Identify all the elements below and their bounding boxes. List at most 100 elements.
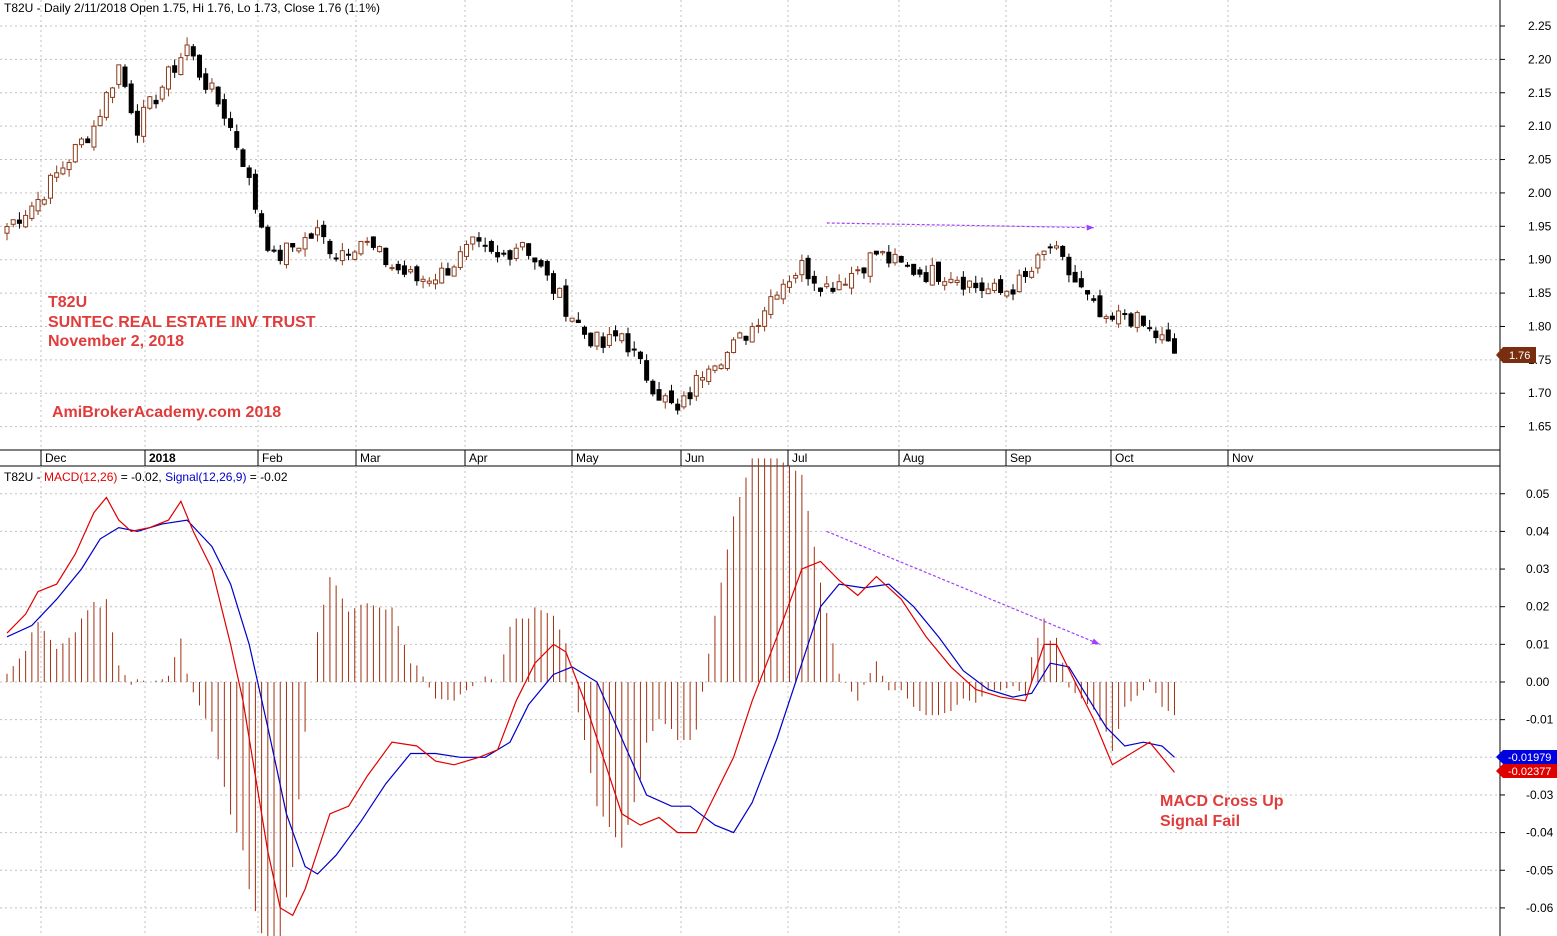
candle-body [973,282,979,289]
candle-body [66,162,72,171]
price-panel: 2.25 2.20 2.15 2.10 2.05 2.00 1.95 1.90 1.85 1.80… [0,0,1552,466]
price-y-tick-label: 2.15 [1528,86,1552,100]
candle-body [451,266,457,277]
candle-body [880,251,886,254]
candle-body [265,226,271,251]
candle-body [519,242,525,248]
candle-body [1122,313,1128,316]
macd-value-tag-text: -0.02377 [1508,766,1551,778]
price-arrow-head [1086,224,1094,231]
price-y-tick-label: 1.95 [1528,219,1552,233]
price-y-tick-label: 2.00 [1528,186,1552,200]
annotation-symbol: T82U [48,294,87,311]
price-header: T82U - Daily 2/11/2018 Open 1.75, Hi 1.7… [4,1,380,15]
candle-body [35,198,41,212]
candle-body [395,263,401,271]
candle-body [1047,246,1053,249]
candle-body [1116,310,1122,325]
macd-y-tick-label: 0.05 [1526,487,1550,501]
candle-body [1010,289,1016,295]
candle-body [165,66,171,90]
candle-body [252,173,258,210]
candle-body [923,272,929,283]
price-x-tick-label: May [576,451,599,465]
candle-body [1128,313,1134,327]
candle-body [1085,290,1091,295]
candle-body [23,214,29,228]
price-x-tick-label: Nov [1232,451,1253,465]
candle-body [327,240,333,255]
candle-body [849,272,855,289]
candle-body [749,326,755,343]
macd-trend-arrow [826,530,1101,645]
macd-panel: 0.050.040.030.020.010.00-0.01-0.02-0.03-… [0,458,1554,936]
macd-value-tag: -0.02377 [1496,764,1557,778]
candle-body [1165,329,1171,342]
price-x-tick-label: Aug [903,451,924,465]
candle-body [892,253,898,264]
candle-body [97,115,103,127]
macd-header-signal-value: = -0.02 [246,470,287,484]
candle-body [998,279,1004,294]
annotation-macd-cross: MACD Cross Up [1160,793,1284,810]
annotation-signal-fail: Signal Fail [1160,813,1240,830]
candle-body [830,287,836,292]
candle-body [700,377,706,381]
price-x-tick-label: Jul [792,451,807,465]
candle-body [234,131,240,148]
candle-body [79,138,85,146]
candle-body [1004,290,1010,297]
candle-body [364,240,370,243]
price-header-symbol: T82U [4,1,33,15]
macd-y-tick-label: 0.03 [1526,562,1550,576]
candle-body [544,260,550,276]
macd-y-tick-label: 0.04 [1526,524,1550,538]
price-x-tick-label: Jun [685,451,704,465]
candle-body [724,351,730,370]
price-y-tick-label: 1.85 [1528,286,1552,300]
last-price-tag-text: 1.76 [1509,350,1530,362]
candle-body [54,172,60,178]
price-trend-arrow [826,222,1094,231]
candle-body [240,149,246,167]
candle-body [656,389,662,401]
candle-body [383,247,389,266]
candle-body [495,252,501,258]
candle-body [1159,334,1165,341]
candle-body [644,360,650,381]
candle-body [1171,338,1177,354]
price-x-tick-label: 2018 [149,451,176,465]
price-y-tick-label: 2.25 [1528,19,1552,33]
candle-body [122,66,128,87]
candle-body [1109,315,1115,320]
candle-body [1153,330,1159,339]
candle-body [1078,278,1084,288]
candle-body [1016,274,1022,293]
candle-body [532,257,538,263]
macd-y-tick-label: -0.06 [1526,901,1554,915]
candle-body [575,319,581,324]
candle-body [755,324,761,327]
candle-body [501,252,507,255]
candle-body [1134,312,1140,328]
candle-body [1041,250,1047,256]
candle-body [811,275,817,284]
candle-body [942,281,948,286]
candle-body [979,282,985,292]
candle-body [116,64,122,85]
candle-body [333,257,339,260]
macd-header-sep: - [33,470,44,484]
candle-body [190,46,196,57]
candle-body [321,224,327,238]
macd-header-signal-label: Signal(12,26,9) [165,470,246,484]
candle-body [339,250,345,262]
price-x-tick-label: Apr [469,451,488,465]
candle-body [352,251,358,260]
candle-body [855,269,861,272]
price-y-tick-label: 1.70 [1528,386,1552,400]
annotation-date: November 2, 2018 [48,333,184,350]
macd-y-tick-label: -0.04 [1526,826,1554,840]
candle-body [768,296,774,315]
candle-body [488,240,494,252]
